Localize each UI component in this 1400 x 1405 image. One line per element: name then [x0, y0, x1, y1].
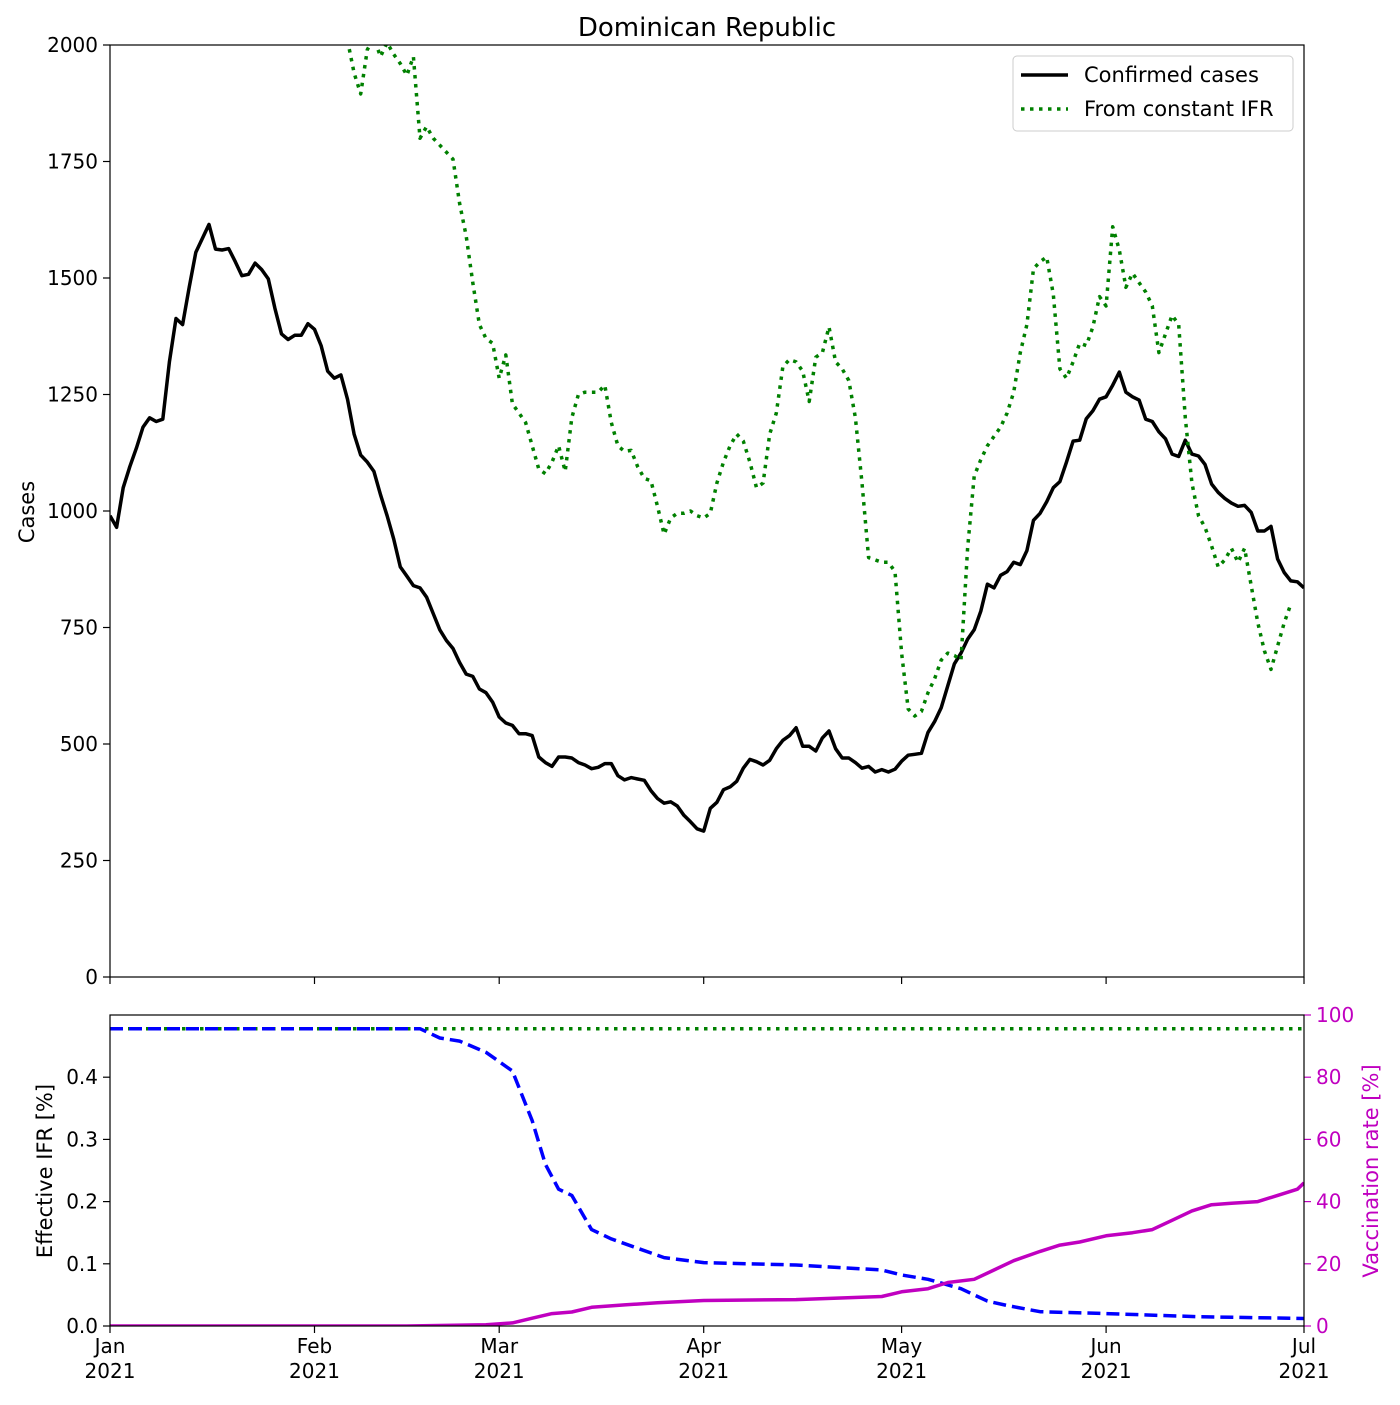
series-effective-ifr-line	[110, 1026, 1304, 1321]
top-y-tick-label: 500	[60, 732, 98, 756]
x-tick-label-year: 2021	[678, 1359, 729, 1383]
bottom-y-tick-label: 0.3	[66, 1127, 98, 1151]
bottom-x-axis-ticks: Jan2021Feb2021Mar2021Apr2021May2021Jun20…	[85, 1326, 1330, 1383]
x-tick-label-year: 2021	[85, 1359, 136, 1383]
bottom-plot-lines	[110, 1026, 1304, 1326]
x-tick-label-year: 2021	[876, 1359, 927, 1383]
bottom-y2-tick-label: 40	[1316, 1190, 1341, 1214]
x-tick-label-month: Apr	[686, 1334, 721, 1358]
x-tick-label-year: 2021	[1279, 1359, 1330, 1383]
bottom-right-y-axis-ticks: 0 20 40 60 80 100	[1304, 1003, 1354, 1338]
top-y-tick-label: 750	[60, 616, 98, 640]
bottom-left-y-axis-label: Effective IFR [%]	[33, 1084, 57, 1258]
top-y-tick-label: 1000	[47, 499, 98, 523]
top-y-tick-label: 250	[60, 849, 98, 873]
x-tick-label-month: Jan	[93, 1334, 126, 1358]
bottom-y-tick-label: 0.1	[66, 1252, 98, 1276]
top-y-axis-label: Cases	[15, 481, 39, 543]
legend-label-confirmed: Confirmed cases	[1084, 63, 1259, 87]
bottom-y2-tick-label: 80	[1316, 1065, 1341, 1089]
chart-title: Dominican Republic	[578, 13, 836, 43]
x-tick-label-month: Jul	[1290, 1334, 1316, 1358]
top-y-tick-label: 2000	[47, 33, 98, 57]
top-plot-frame	[109, 44, 1305, 978]
bottom-left-y-axis-ticks: 0.0 0.1 0.2 0.3 0.4	[66, 1065, 110, 1338]
x-tick-label-year: 2021	[289, 1359, 340, 1383]
x-tick-label-month: May	[881, 1334, 923, 1358]
legend: Confirmed cases From constant IFR	[1012, 55, 1294, 132]
x-tick-label-year: 2021	[474, 1359, 525, 1383]
top-y-tick-label: 1750	[47, 150, 98, 174]
x-tick-label-year: 2021	[1081, 1359, 1132, 1383]
top-x-axis-ticks	[109, 977, 1305, 984]
legend-box	[1012, 55, 1294, 132]
bottom-y-tick-label: 0.2	[66, 1190, 98, 1214]
legend-label-constant-ifr: From constant IFR	[1084, 97, 1274, 121]
top-y-tick-label: 1250	[47, 383, 98, 407]
bottom-right-y-axis-label: Vaccination rate [%]	[1359, 1064, 1383, 1277]
bottom-y2-tick-label: 100	[1316, 1003, 1354, 1027]
bottom-y2-tick-label: 0	[1316, 1314, 1329, 1338]
series-vaccination-rate-line	[110, 1181, 1304, 1326]
x-tick-label-month: Feb	[297, 1334, 332, 1358]
top-y-tick-label: 0	[85, 965, 98, 989]
top-y-axis-ticks: 0 250 500 750 1000 1250 1500 1750 2000	[47, 33, 110, 989]
bottom-plot-frame	[109, 1014, 1305, 1327]
bottom-y-tick-label: 0.0	[66, 1314, 98, 1338]
bottom-y-tick-label: 0.4	[66, 1065, 98, 1089]
x-tick-label-month: Jun	[1088, 1334, 1121, 1358]
bottom-y2-tick-label: 60	[1316, 1127, 1341, 1151]
bottom-y2-tick-label: 20	[1316, 1252, 1341, 1276]
top-plot-lines	[110, 45, 1304, 833]
top-y-tick-label: 1500	[47, 266, 98, 290]
x-tick-label-month: Mar	[480, 1334, 519, 1358]
series-confirmed-cases-line	[110, 222, 1304, 833]
